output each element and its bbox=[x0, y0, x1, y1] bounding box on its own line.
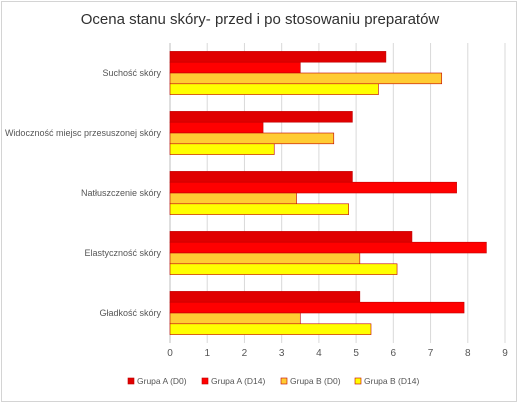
x-tick-label: 6 bbox=[391, 348, 397, 359]
bar bbox=[169, 61, 301, 74]
bars bbox=[169, 51, 487, 335]
category-label: Suchość skóry bbox=[102, 68, 161, 78]
legend: Grupa A (D0) Grupa A (D14) Grupa B (D0) Gru… bbox=[127, 376, 419, 386]
bar bbox=[169, 143, 275, 155]
x-tick-label: 3 bbox=[279, 348, 285, 359]
x-tick-label: 4 bbox=[316, 348, 322, 359]
bar bbox=[169, 291, 361, 303]
bar bbox=[169, 323, 372, 335]
x-tick-label: 9 bbox=[502, 348, 508, 359]
bar bbox=[169, 203, 349, 215]
bar bbox=[169, 181, 457, 194]
chart-title: Ocena stanu skóry- przed i po stosowaniu… bbox=[81, 11, 440, 28]
legend-label: Grupa A (D0) bbox=[137, 376, 187, 386]
legend-swatch bbox=[354, 377, 362, 385]
bar bbox=[169, 51, 387, 63]
bar bbox=[169, 83, 379, 95]
x-tick-label: 0 bbox=[167, 348, 173, 359]
x-tick-label: 8 bbox=[465, 348, 471, 359]
bar bbox=[169, 132, 335, 145]
bar bbox=[169, 252, 361, 265]
bar bbox=[169, 263, 398, 275]
bar bbox=[169, 72, 443, 85]
bar bbox=[169, 241, 487, 254]
x-tick-label: 5 bbox=[353, 348, 359, 359]
legend-label: Grupa A (D14) bbox=[211, 376, 266, 386]
bar bbox=[169, 171, 353, 183]
category-label: Gładkość skóry bbox=[99, 308, 161, 318]
bar bbox=[169, 301, 465, 314]
legend-swatch bbox=[201, 377, 209, 385]
x-tick-labels: 0 1 2 3 4 5 6 7 8 9 bbox=[167, 348, 508, 359]
x-tick-label: 7 bbox=[428, 348, 434, 359]
bar bbox=[169, 121, 264, 134]
legend-swatch bbox=[280, 377, 288, 385]
legend-label: Grupa B (D0) bbox=[290, 376, 341, 386]
category-label: Natłuszczenie skóry bbox=[81, 188, 162, 198]
category-label: Widoczność miejsc przesuszonej skóry bbox=[5, 128, 162, 138]
legend-label: Grupa B (D14) bbox=[364, 376, 419, 386]
category-label: Elastyczność skóry bbox=[84, 248, 161, 258]
bar bbox=[169, 312, 301, 325]
x-tick-label: 1 bbox=[204, 348, 210, 359]
x-tick-label: 2 bbox=[242, 348, 248, 359]
legend-swatch bbox=[127, 377, 135, 385]
bar bbox=[169, 192, 297, 205]
category-labels: Suchość skóry Widoczność miejsc przesuszo… bbox=[5, 68, 162, 318]
bar bbox=[169, 231, 413, 243]
bar bbox=[169, 111, 353, 123]
